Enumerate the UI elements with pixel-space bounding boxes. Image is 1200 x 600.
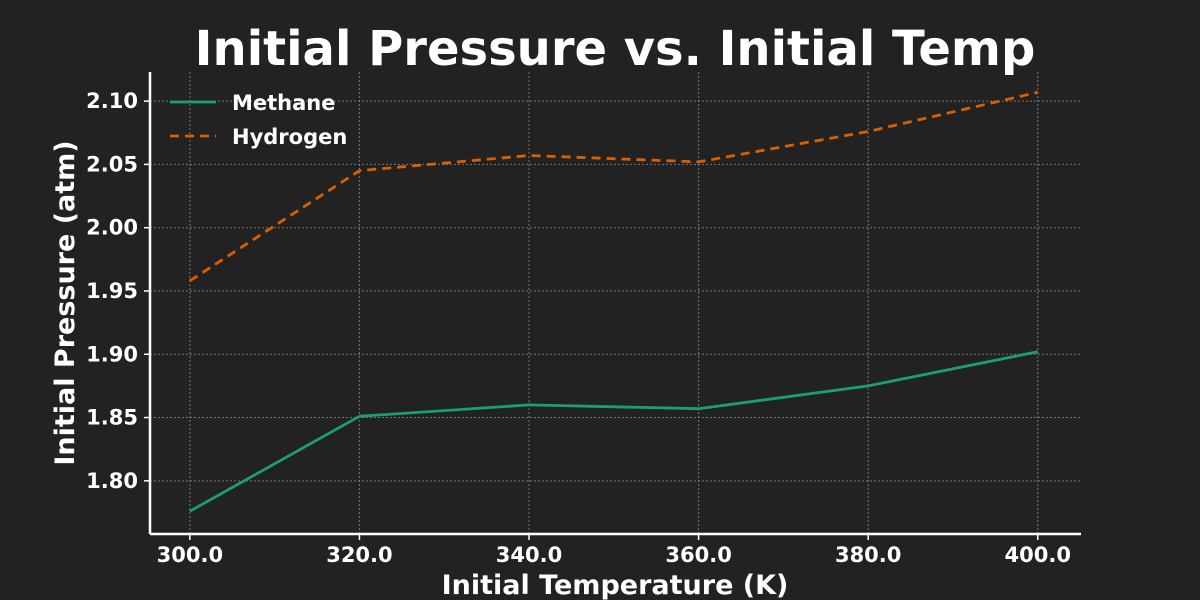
y-tick-label: 2.00: [86, 216, 138, 240]
x-tick-label: 400.0: [1005, 543, 1071, 567]
x-ticks: 300.0 320.0 340.0 360.0 380.0 400.0: [157, 534, 1071, 567]
legend: Methane Hydrogen: [170, 91, 347, 149]
y-tick-label: 1.85: [86, 406, 138, 430]
x-tick-label: 300.0: [157, 543, 223, 567]
x-tick-label: 360.0: [665, 543, 731, 567]
y-tick-label: 2.10: [86, 89, 138, 113]
legend-label-methane: Methane: [232, 91, 336, 115]
y-tick-label: 2.05: [86, 152, 138, 176]
y-axis-label: Initial Pressure (atm): [50, 140, 81, 465]
y-tick-label: 1.95: [86, 279, 138, 303]
chart-title: Initial Pressure vs. Initial Temp: [195, 21, 1036, 77]
x-tick-label: 320.0: [326, 543, 392, 567]
x-tick-label: 340.0: [496, 543, 562, 567]
axes: [148, 72, 1081, 536]
x-tick-label: 380.0: [835, 543, 901, 567]
grid: [150, 72, 1081, 534]
data-lines: [189, 90, 1039, 513]
y-tick-label: 1.90: [86, 342, 138, 366]
y-tick-label: 1.80: [86, 469, 138, 493]
y-ticks: 1.80 1.85 1.90 1.95 2.00 2.05 2.10: [86, 89, 150, 493]
series-line-methane: [189, 350, 1039, 513]
x-axis-label: Initial Temperature (K): [442, 570, 789, 600]
series-line-hydrogen: [189, 90, 1039, 282]
legend-label-hydrogen: Hydrogen: [232, 125, 347, 149]
